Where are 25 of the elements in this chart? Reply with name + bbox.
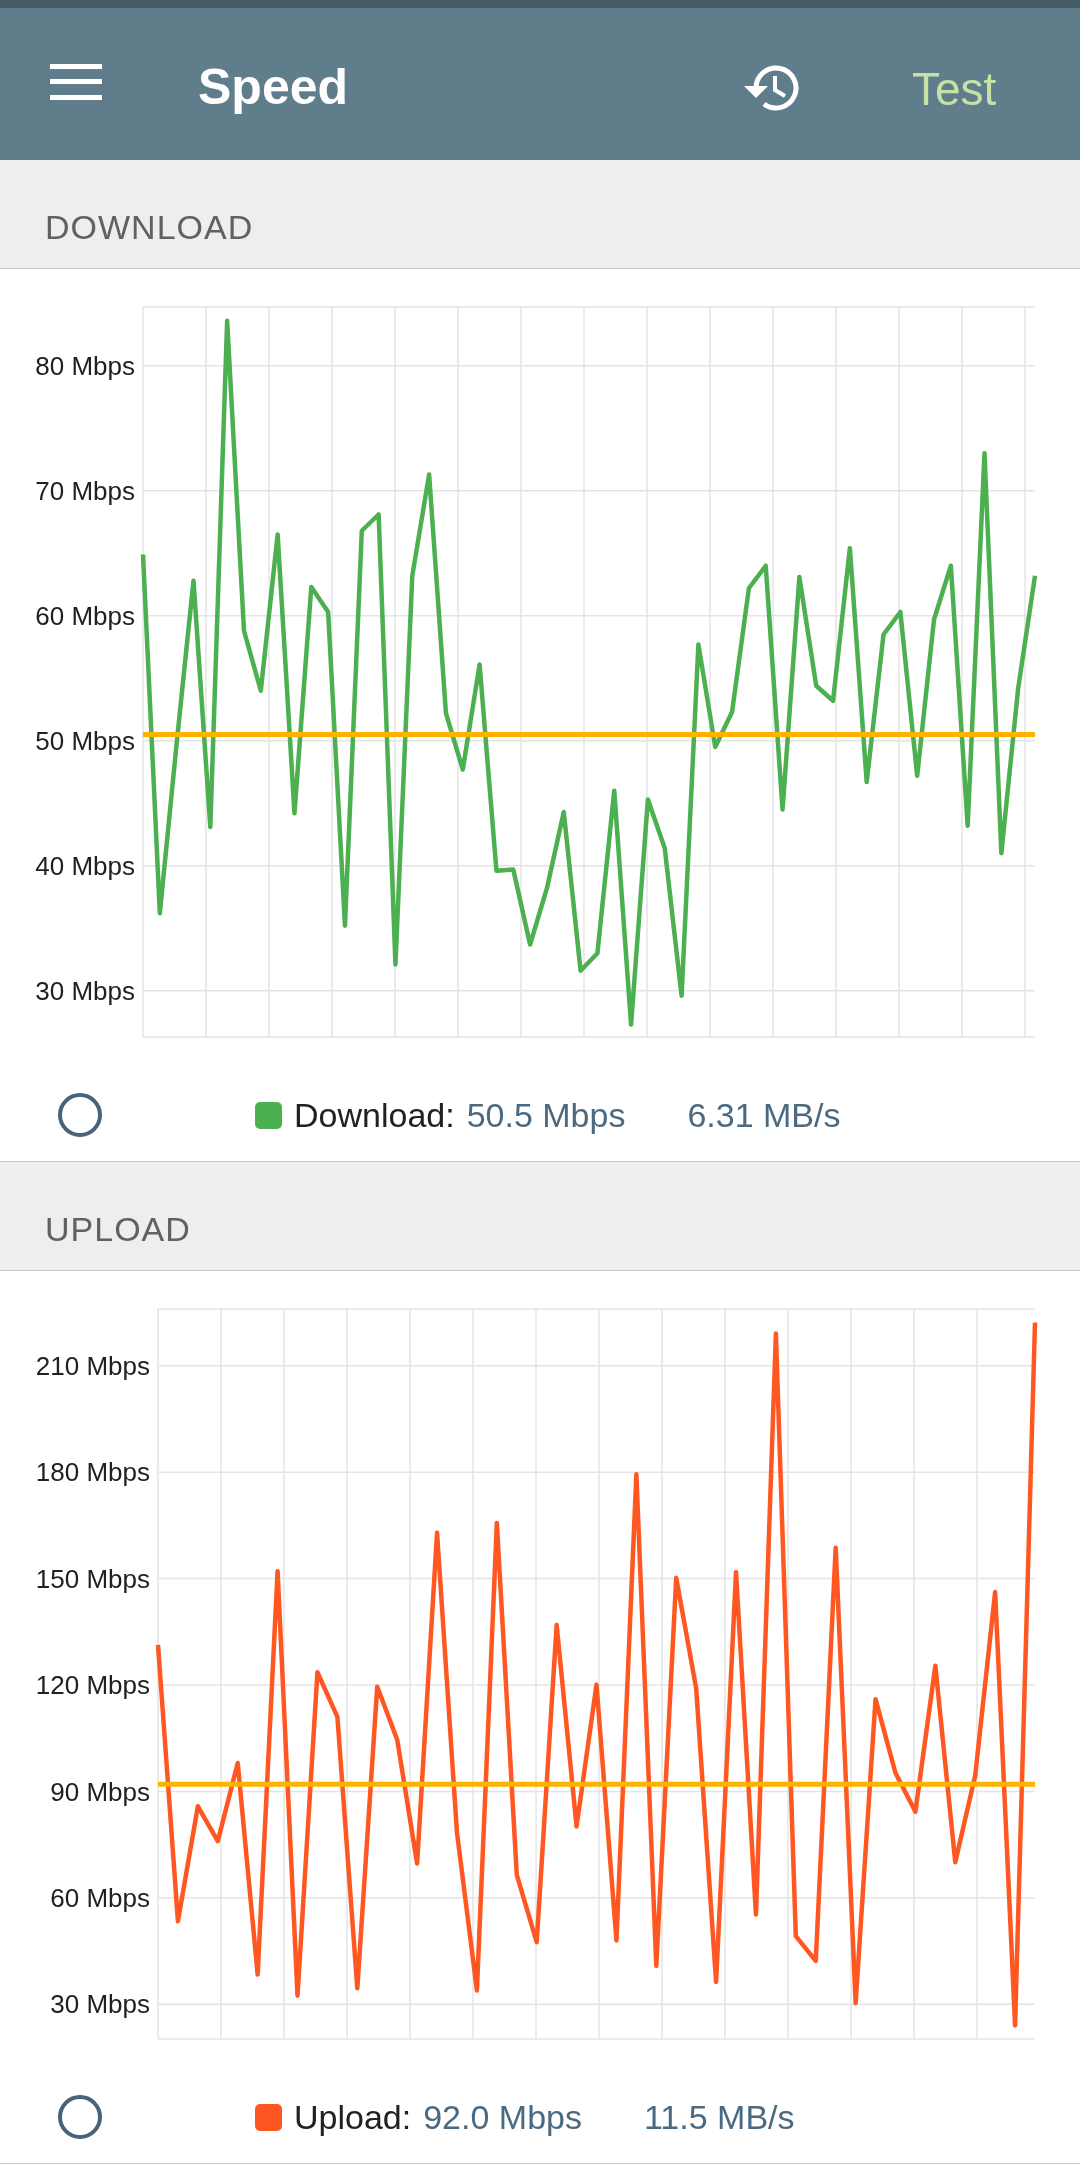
- y-tick-label: 120 Mbps: [35, 1670, 150, 1701]
- y-tick-label: 150 Mbps: [35, 1563, 150, 1594]
- y-tick-label: 60 Mbps: [50, 1883, 150, 1914]
- legend-label: Upload:: [294, 2097, 412, 2137]
- y-tick-label: 30 Mbps: [35, 975, 135, 1006]
- line-series: [140, 318, 1038, 1027]
- chart-title: DOWNLOAD: [45, 208, 254, 247]
- text: Test: [912, 62, 997, 116]
- y-tick-label: 30 Mbps: [50, 1989, 150, 2020]
- legend-label: Download:: [294, 1095, 455, 1135]
- y-tick-label: 60 Mbps: [35, 600, 135, 631]
- y-tick-label: 40 Mbps: [35, 850, 135, 881]
- text: 92.0 Mbps: [423, 2097, 582, 2137]
- line-series: [155, 1320, 1038, 2028]
- y-tick-label: 70 Mbps: [35, 475, 135, 506]
- text: Speed: [198, 58, 349, 116]
- y-tick-label: 50 Mbps: [35, 725, 135, 756]
- chart-title: UPLOAD: [45, 1210, 191, 1249]
- y-tick-label: 210 Mbps: [35, 1350, 150, 1381]
- y-tick-label: 90 Mbps: [50, 1776, 150, 1807]
- y-tick-label: 180 Mbps: [35, 1457, 150, 1488]
- text: 11.5 MB/s: [643, 2097, 795, 2137]
- text: 6.31 MB/s: [687, 1095, 841, 1135]
- y-tick-label: 80 Mbps: [35, 350, 135, 381]
- text: 50.5 Mbps: [466, 1095, 626, 1135]
